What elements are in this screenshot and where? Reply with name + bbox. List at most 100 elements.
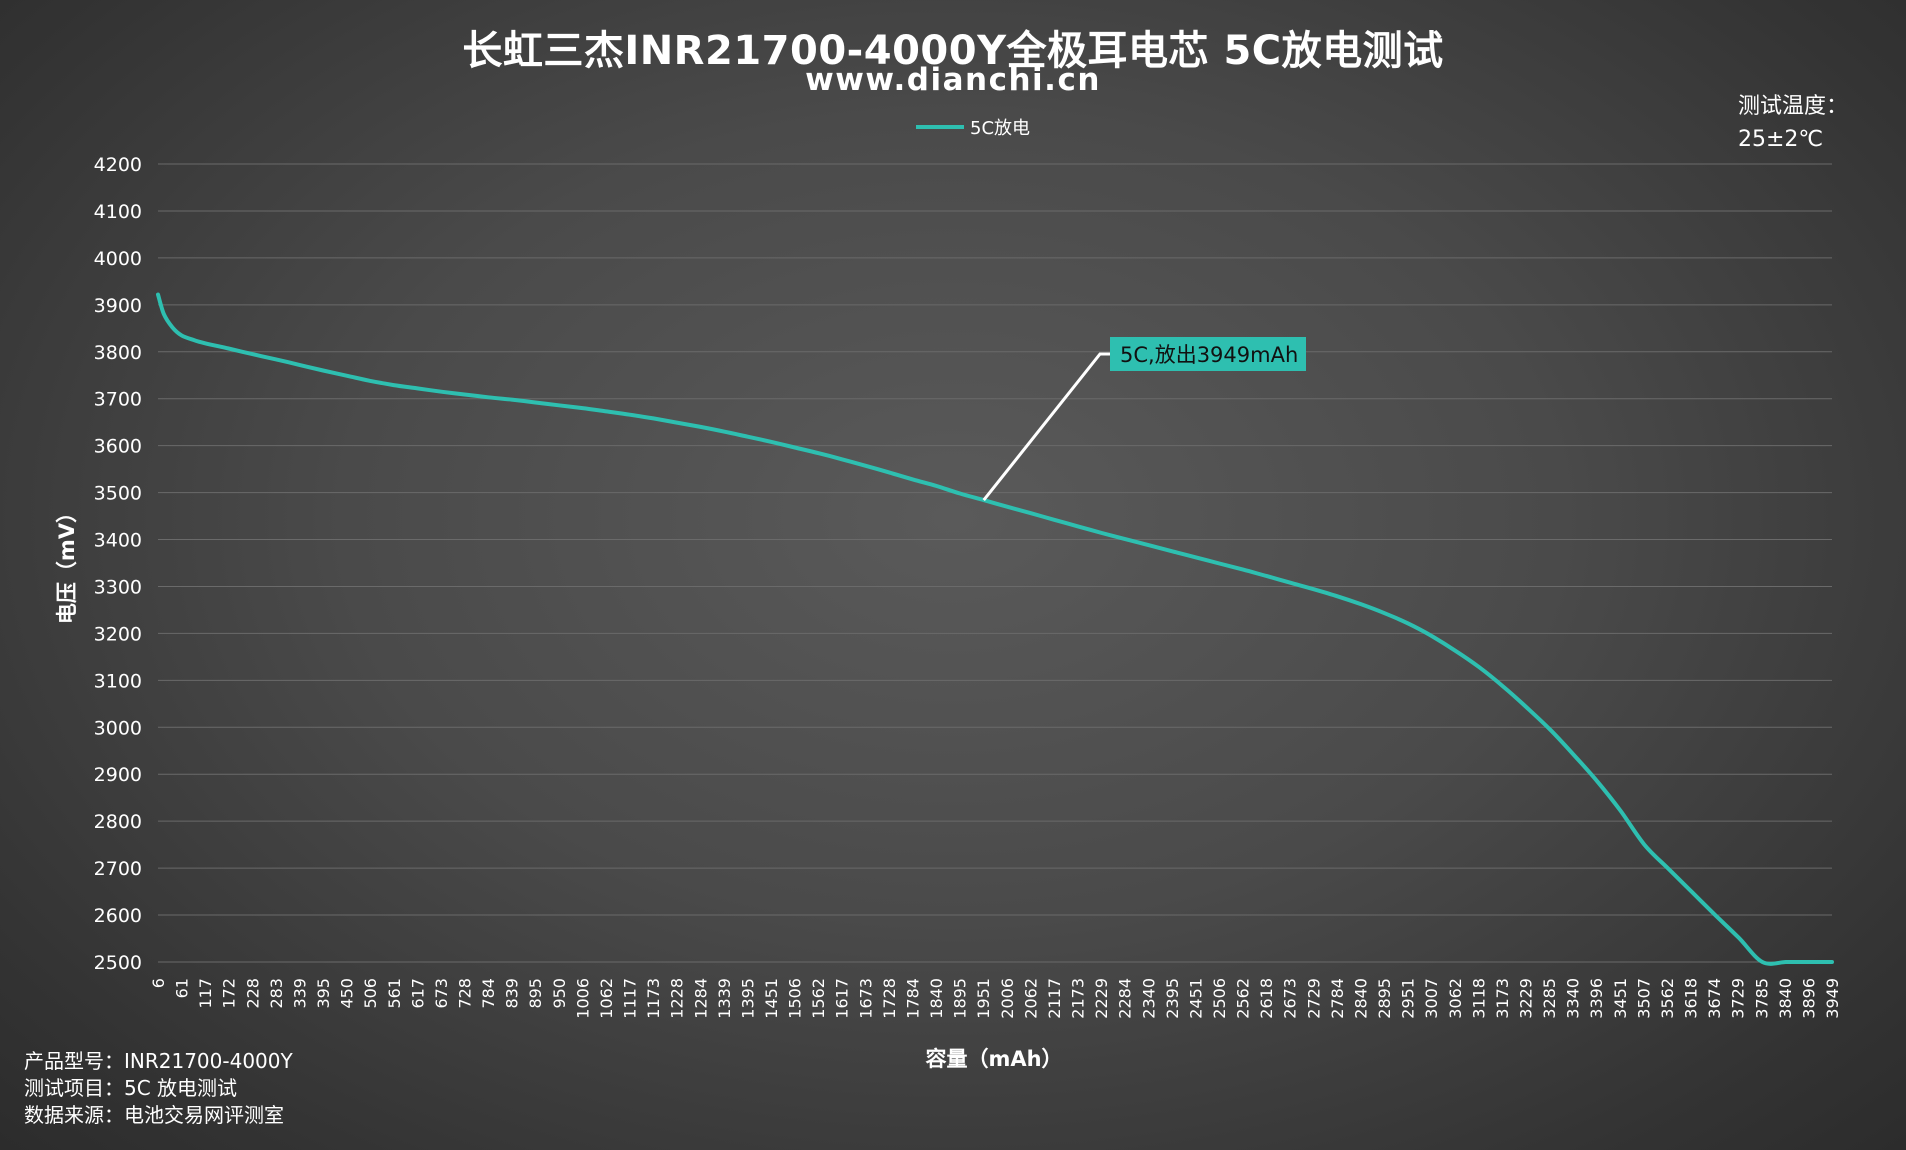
x-tick-label: 3118 xyxy=(1469,978,1488,1019)
chart-subtitle: www.dianchi.cn xyxy=(805,62,1101,98)
y-tick-label: 3700 xyxy=(94,389,142,411)
temperature-label: 测试温度： xyxy=(1738,94,1849,119)
x-tick-label: 228 xyxy=(243,978,262,1009)
x-tick-label: 561 xyxy=(385,978,404,1009)
x-tick-label: 784 xyxy=(479,978,498,1009)
x-tick-label: 3173 xyxy=(1493,978,1512,1019)
x-tick-label: 2562 xyxy=(1234,978,1253,1019)
y-tick-label: 3600 xyxy=(94,436,142,458)
x-axis-title: 容量（mAh） xyxy=(925,1047,1062,1071)
x-tick-label: 617 xyxy=(408,978,427,1009)
annotation-leader-line xyxy=(982,352,1110,502)
x-tick-label: 1006 xyxy=(573,978,592,1019)
x-tick-label: 3451 xyxy=(1611,978,1630,1019)
x-tick-label: 61 xyxy=(173,978,192,998)
x-tick-label: 1895 xyxy=(951,978,970,1019)
x-tick-label: 3562 xyxy=(1658,978,1677,1019)
x-tick-label: 3949 xyxy=(1823,978,1842,1019)
y-tick-label: 3900 xyxy=(94,295,142,317)
annotation-text: 5C,放出3949mAh xyxy=(1120,343,1298,367)
x-tick-label: 172 xyxy=(220,978,239,1009)
x-tick-label: 3507 xyxy=(1634,978,1653,1019)
x-tick-label: 6 xyxy=(149,978,168,988)
x-tick-label: 1451 xyxy=(762,978,781,1019)
footer-model: 产品型号：INR21700-4000Y xyxy=(24,1048,293,1075)
x-tick-label: 950 xyxy=(550,978,569,1009)
y-tick-label: 2600 xyxy=(94,905,142,927)
temperature-value: 25±2℃ xyxy=(1738,127,1824,152)
x-tick-label: 3896 xyxy=(1799,978,1818,1019)
y-tick-label: 3500 xyxy=(94,483,142,505)
x-tick-label: 2062 xyxy=(1021,978,1040,1019)
x-tick-label: 1951 xyxy=(974,978,993,1019)
item-value: 5C 放电测试 xyxy=(124,1076,238,1100)
x-tick-label: 2784 xyxy=(1328,978,1347,1019)
y-tick-label: 4100 xyxy=(94,201,142,223)
source-value: 电池交易网评测室 xyxy=(124,1103,284,1127)
x-tick-label: 728 xyxy=(456,978,475,1009)
x-tick-label: 3618 xyxy=(1682,978,1701,1019)
x-tick-label: 1117 xyxy=(621,978,640,1019)
y-tick-label: 4000 xyxy=(94,248,142,270)
x-tick-label: 3785 xyxy=(1752,978,1771,1019)
annotation-box xyxy=(1110,337,1306,371)
source-label: 数据来源： xyxy=(24,1103,124,1127)
x-tick-label: 2284 xyxy=(1116,978,1135,1019)
model-value: INR21700-4000Y xyxy=(124,1049,293,1073)
x-tick-label: 1228 xyxy=(668,978,687,1019)
x-tick-label: 2451 xyxy=(1186,978,1205,1019)
y-tick-label: 2700 xyxy=(94,858,142,880)
x-tick-label: 673 xyxy=(432,978,451,1009)
x-tick-label: 2840 xyxy=(1351,978,1370,1019)
chart-title: 长虹三杰INR21700-4000Y全极耳电芯 5C放电测试 xyxy=(462,28,1444,74)
x-tick-label: 1506 xyxy=(786,978,805,1019)
x-tick-label: 3285 xyxy=(1540,978,1559,1019)
x-tick-label: 839 xyxy=(503,978,522,1009)
x-tick-label: 339 xyxy=(290,978,309,1009)
y-tick-label: 3300 xyxy=(94,576,142,598)
grid-lines xyxy=(158,163,1832,963)
y-tick-label: 3800 xyxy=(94,342,142,364)
y-tick-label: 4200 xyxy=(94,154,142,176)
x-tick-label: 1339 xyxy=(715,978,734,1019)
x-tick-label: 1728 xyxy=(880,978,899,1019)
y-tick-label: 3200 xyxy=(94,623,142,645)
x-tick-label: 3229 xyxy=(1516,978,1535,1019)
y-tick-label: 2900 xyxy=(94,764,142,786)
x-tick-label: 506 xyxy=(361,978,380,1009)
x-tick-label: 3674 xyxy=(1705,978,1724,1019)
x-tick-label: 1562 xyxy=(809,978,828,1019)
series-line-0 xyxy=(156,292,1834,966)
x-axis-ticks: 6 61 117 172 228 283 339 395 450 506 561 617 673 728 7… xyxy=(149,978,1842,1019)
test-temperature: 测试温度： 25±2℃ xyxy=(1738,90,1848,156)
x-tick-label: 2895 xyxy=(1375,978,1394,1019)
y-tick-label: 3000 xyxy=(94,717,142,739)
x-tick-label: 3007 xyxy=(1422,978,1441,1019)
x-tick-label: 3340 xyxy=(1564,978,1583,1019)
x-tick-label: 3729 xyxy=(1729,978,1748,1019)
legend: 5C放电 xyxy=(916,118,1030,139)
y-axis-title: 电压（mV） xyxy=(55,502,79,624)
x-tick-label: 2173 xyxy=(1069,978,1088,1019)
footer-info: 产品型号：INR21700-4000Y 测试项目：5C 放电测试 数据来源：电池… xyxy=(24,1048,293,1129)
x-tick-label: 2395 xyxy=(1163,978,1182,1019)
y-tick-label: 2500 xyxy=(94,952,142,974)
x-tick-label: 2673 xyxy=(1281,978,1300,1019)
x-tick-label: 2006 xyxy=(998,978,1017,1019)
x-tick-label: 2951 xyxy=(1399,978,1418,1019)
x-tick-label: 1284 xyxy=(691,978,710,1019)
series-layer xyxy=(156,292,1834,966)
x-tick-label: 3396 xyxy=(1587,978,1606,1019)
x-tick-label: 283 xyxy=(267,978,286,1009)
legend-label: 5C放电 xyxy=(970,118,1030,139)
footer-source: 数据来源：电池交易网评测室 xyxy=(24,1102,293,1129)
x-tick-label: 895 xyxy=(526,978,545,1009)
y-tick-label: 3100 xyxy=(94,670,142,692)
y-axis-ticks: 4200 4100 4000 3900 3800 3700 3600 3500 3400 3300… xyxy=(94,154,142,974)
item-label: 测试项目： xyxy=(24,1076,124,1100)
x-tick-label: 395 xyxy=(314,978,333,1009)
footer-test-item: 测试项目：5C 放电测试 xyxy=(24,1075,293,1102)
model-label: 产品型号： xyxy=(24,1049,124,1073)
x-tick-label: 3062 xyxy=(1446,978,1465,1019)
